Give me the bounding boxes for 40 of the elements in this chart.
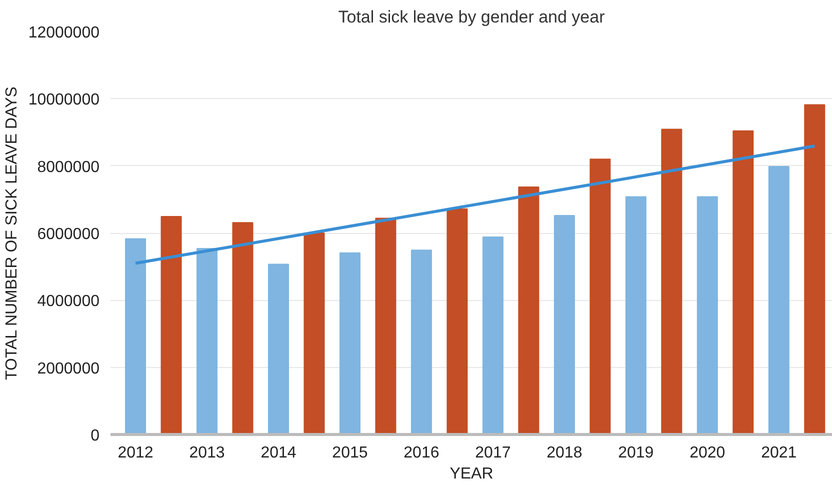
x-tick-label: 2021 [761, 444, 797, 462]
bar [590, 158, 611, 434]
bar [410, 250, 432, 434]
y-axis-title: TOTAL NUMBER OF SICK LEAVE DAYS [3, 86, 20, 380]
bar [125, 238, 146, 434]
y-tick-label: 4000000 [37, 293, 100, 310]
bar [518, 186, 540, 434]
y-tick-label: 8000000 [37, 158, 100, 176]
x-tick-label: 2018 [546, 444, 582, 462]
bar [232, 222, 254, 434]
bar [732, 130, 754, 434]
y-tick-label: 0 [90, 428, 100, 444]
bar [339, 252, 360, 434]
x-tick-label: 2016 [404, 444, 440, 462]
bar [375, 218, 396, 434]
x-tick-label: 2020 [690, 444, 726, 462]
x-axis-title: YEAR [450, 466, 494, 482]
y-tick-label: 6000000 [37, 226, 100, 243]
bar [768, 166, 790, 434]
bar [304, 232, 325, 434]
y-tick-label: 10000000 [28, 92, 100, 109]
bar [554, 215, 575, 434]
bar [482, 236, 504, 434]
bar [625, 196, 646, 434]
bar [196, 248, 218, 434]
y-tick-label: 2000000 [37, 360, 100, 378]
bar [661, 128, 682, 434]
x-tick-label: 2013 [189, 444, 225, 462]
bar [446, 208, 468, 434]
bar [696, 196, 718, 434]
x-tick-label: 2019 [618, 444, 654, 462]
chart-title: Total sick leave by gender and year [338, 8, 606, 26]
bar [160, 216, 182, 434]
x-tick-label: 2017 [475, 444, 511, 462]
bar [804, 104, 826, 434]
x-tick-label: 2014 [260, 444, 296, 462]
bar [268, 264, 289, 434]
x-tick-label: 2012 [118, 444, 154, 462]
y-tick-label: 12000000 [28, 24, 100, 42]
x-tick-label: 2015 [332, 444, 368, 462]
